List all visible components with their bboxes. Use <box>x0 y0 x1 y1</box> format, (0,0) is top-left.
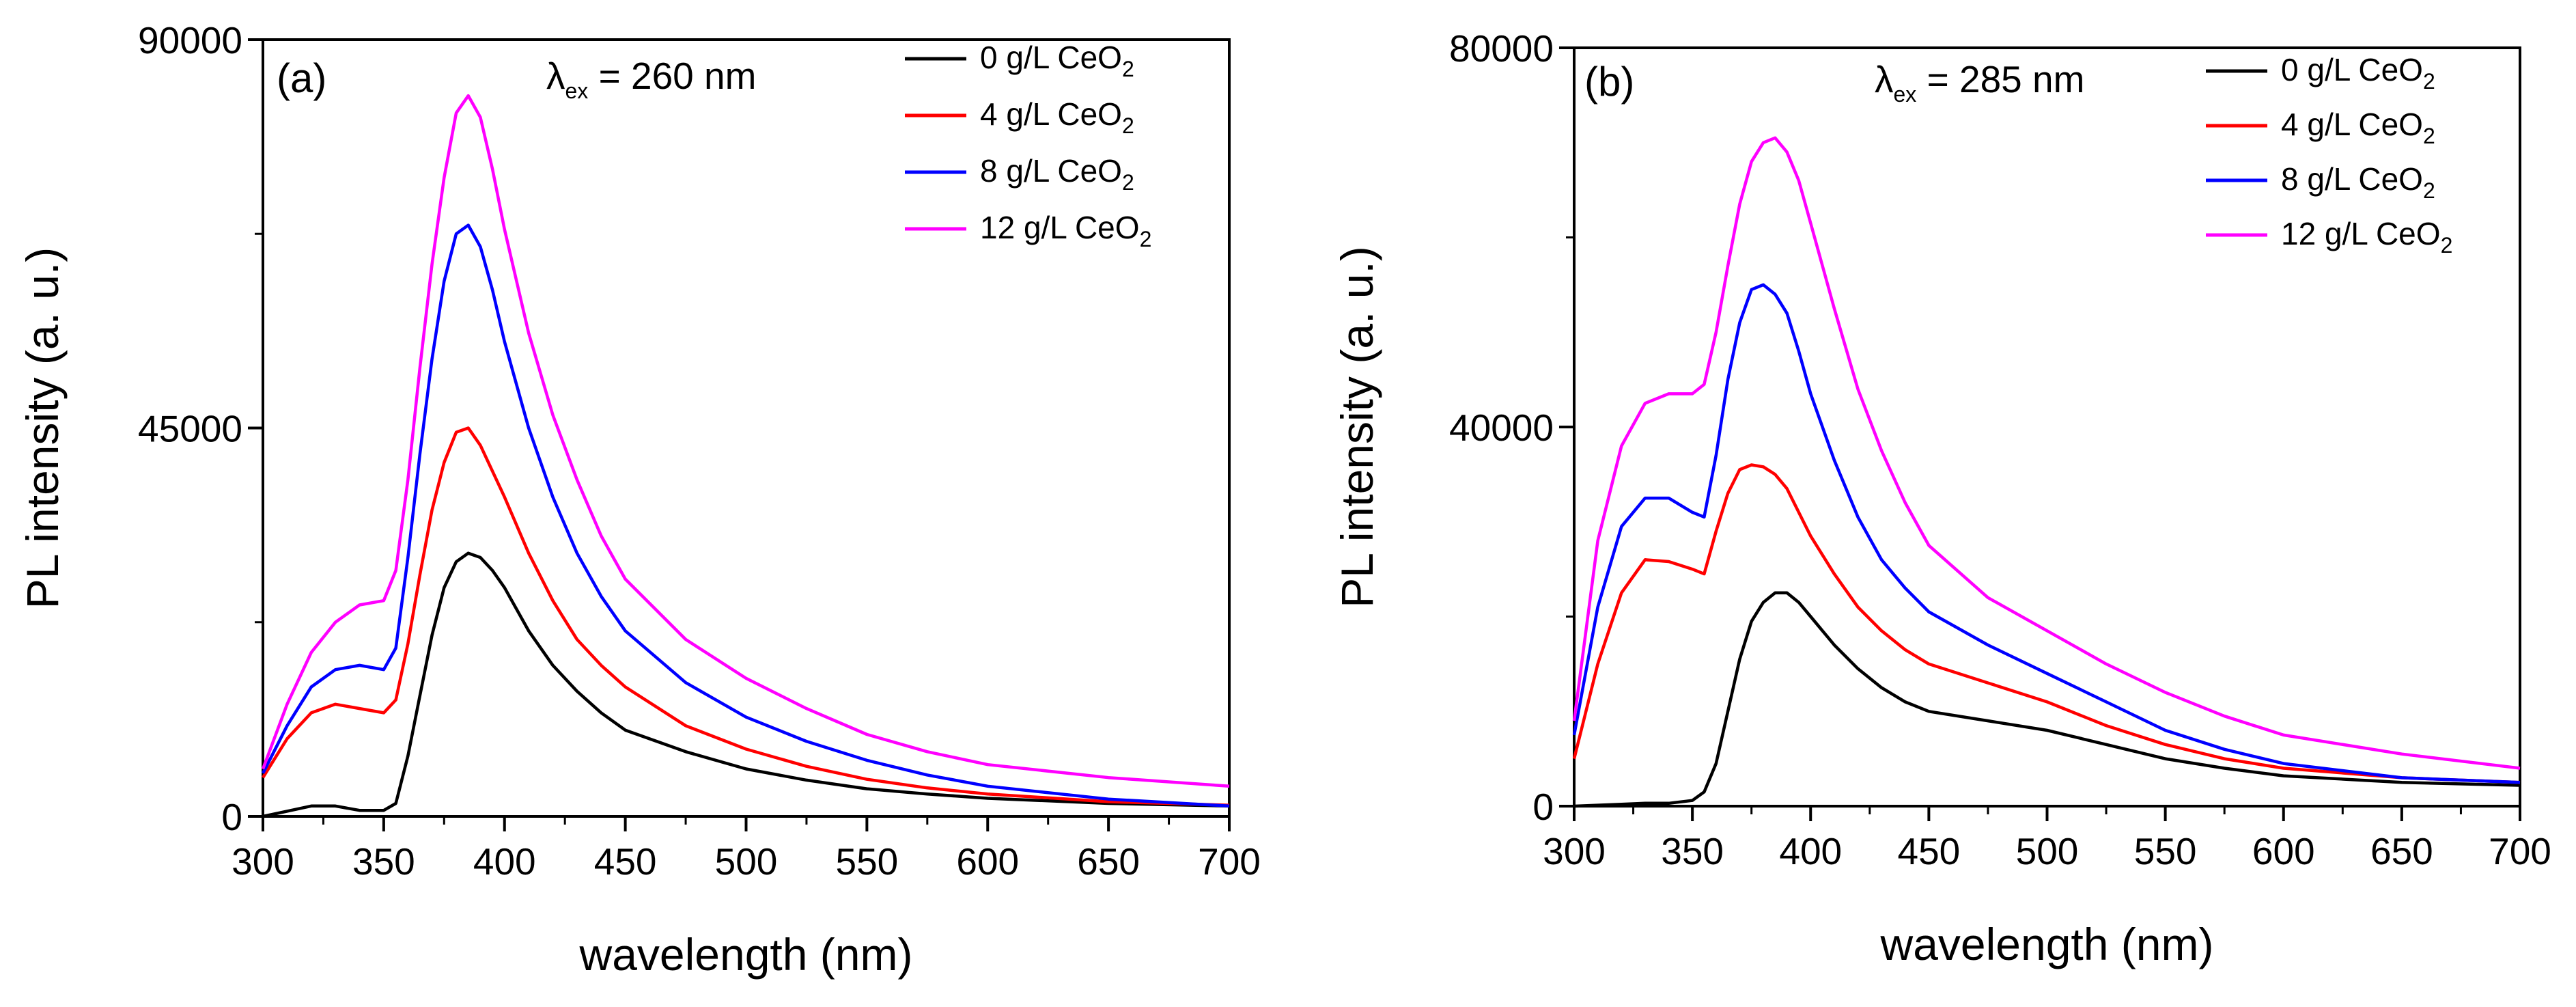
x-tick-label: 500 <box>715 840 778 883</box>
series-line-2 <box>261 223 1230 808</box>
series-line-3 <box>1572 136 2521 770</box>
legend-subscript: 2 <box>1122 57 1134 81</box>
legend-label: 12 g/L CeO2 <box>2281 216 2452 258</box>
annotation-subscript: ex <box>1894 82 1917 107</box>
legend-subscript: 2 <box>1122 113 1134 138</box>
x-tick-label: 350 <box>352 840 415 883</box>
excitation-annotation: λex = 260 nm <box>546 55 756 103</box>
legend-name: 8 g/L CeO <box>2281 161 2423 197</box>
annotation-symbol: λ <box>1875 58 1894 100</box>
legend-name: 0 g/L CeO <box>980 40 1122 75</box>
chart-panel-b: 300 350 400 450 500 550 600 650 700 0 40000 80000 wa… <box>1332 27 2551 969</box>
annotation-text: = 260 nm <box>588 55 756 97</box>
x-tick-label: 700 <box>1198 840 1261 883</box>
excitation-annotation: λex = 285 nm <box>1875 58 2084 107</box>
x-tick-label: 400 <box>473 840 536 883</box>
legend-subscript: 2 <box>2423 124 2435 148</box>
chart-panel-a: 300 350 400 450 500 550 600 650 700 0 45000 90000 wa… <box>17 19 1261 980</box>
series-line-2 <box>1572 283 2521 784</box>
x-tick-label: 600 <box>2252 830 2315 872</box>
legend-subscript: 2 <box>2423 178 2435 203</box>
y-tick-label: 45000 <box>138 408 242 450</box>
legend-name: 12 g/L CeO <box>2281 216 2441 251</box>
x-tick-label: 450 <box>1897 830 1960 872</box>
x-tick-label: 650 <box>2370 830 2433 872</box>
legend-name: 4 g/L CeO <box>980 96 1122 132</box>
legend-name: 8 g/L CeO <box>980 153 1122 189</box>
legend-name: 12 g/L CeO <box>980 210 1140 245</box>
series-line-3 <box>261 94 1230 788</box>
x-tick-label: 300 <box>232 840 294 883</box>
x-tick-label: 500 <box>2016 830 2079 872</box>
legend-label: 0 g/L CeO2 <box>2281 52 2435 94</box>
legend-name: 4 g/L CeO <box>2281 107 2423 142</box>
legend-subscript: 2 <box>1140 227 1152 251</box>
panel-label: (b) <box>1584 59 1634 105</box>
annotation-subscript: ex <box>565 79 589 103</box>
x-tick-label: 700 <box>2489 830 2551 872</box>
legend-subscript: 2 <box>2423 69 2435 94</box>
x-axis-title: wavelength (nm) <box>579 929 913 980</box>
legend-label: 4 g/L CeO2 <box>2281 107 2435 148</box>
legend-label: 4 g/L CeO2 <box>980 96 1134 138</box>
y-tick-label: 40000 <box>1449 406 1554 449</box>
annotation-text: = 285 nm <box>1916 58 2084 100</box>
y-axis-title: PL intensity (a. u.) <box>1332 246 1382 607</box>
x-tick-label: 350 <box>1661 830 1724 872</box>
y-axis-title: PL intensity (a. u.) <box>17 247 68 609</box>
series-line-1 <box>262 426 1230 807</box>
series-line-0 <box>262 551 1230 818</box>
x-tick-label: 550 <box>835 840 898 883</box>
legend-subscript: 2 <box>1122 170 1134 195</box>
y-tick-label: 80000 <box>1449 27 1554 70</box>
legend-label: 12 g/L CeO2 <box>980 210 1151 251</box>
x-tick-label: 300 <box>1543 830 1606 872</box>
legend-subscript: 2 <box>2441 233 2453 258</box>
y-tick-label: 90000 <box>138 19 242 61</box>
legend-label: 8 g/L CeO2 <box>2281 161 2435 203</box>
series-line-0 <box>1573 591 2521 808</box>
legend-label: 0 g/L CeO2 <box>980 40 1134 81</box>
panel-label: (a) <box>277 55 326 101</box>
x-tick-label: 450 <box>594 840 657 883</box>
series-line-1 <box>1572 463 2521 784</box>
annotation-symbol: λ <box>546 55 565 97</box>
x-tick-label: 600 <box>956 840 1019 883</box>
y-tick-label: 0 <box>221 796 242 838</box>
x-tick-label: 550 <box>2134 830 2197 872</box>
y-tick-label: 0 <box>1532 786 1554 828</box>
x-tick-label: 650 <box>1077 840 1140 883</box>
x-axis-title: wavelength (nm) <box>1880 919 2214 969</box>
x-tick-label: 400 <box>1779 830 1842 872</box>
legend-label: 8 g/L CeO2 <box>980 153 1134 195</box>
legend-name: 0 g/L CeO <box>2281 52 2423 87</box>
